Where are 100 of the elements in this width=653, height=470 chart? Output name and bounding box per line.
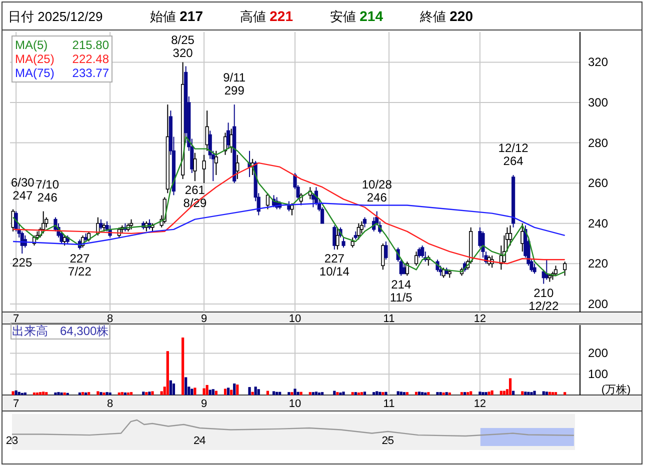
- bar: [88, 392, 90, 395]
- x-tick-label: 25: [382, 435, 394, 447]
- bar: [414, 392, 418, 395]
- bar: [126, 392, 130, 395]
- y-tick-label: 320: [588, 55, 608, 70]
- bar: [257, 389, 260, 395]
- bar: [32, 392, 36, 395]
- bar: [488, 392, 490, 395]
- bar: [300, 392, 302, 395]
- bar: [108, 392, 112, 395]
- bar: [14, 390, 18, 395]
- text: 日付 2025/12/29: [8, 9, 103, 24]
- bar: [336, 392, 339, 395]
- bar: [24, 392, 26, 395]
- y-tick-label: 200: [588, 296, 608, 311]
- bar: [360, 392, 363, 395]
- bar: [248, 387, 251, 395]
- bar: [224, 388, 227, 395]
- bar: [354, 392, 357, 395]
- bar: [18, 392, 20, 395]
- text: 安値 214: [330, 8, 384, 24]
- y-tick-label: 200: [588, 346, 608, 360]
- bar: [294, 388, 296, 395]
- bar: [357, 392, 360, 395]
- annotation: 233.77: [72, 66, 110, 80]
- bar: [208, 390, 212, 395]
- candlestick: [11, 208, 15, 232]
- bar: [194, 388, 196, 395]
- candlestick: [508, 224, 512, 246]
- candlestick: [414, 251, 418, 266]
- bar: [384, 392, 388, 395]
- candlestick: [214, 150, 218, 176]
- bar: [460, 392, 464, 395]
- bar: [106, 392, 108, 395]
- bar: [442, 392, 445, 395]
- bar: [148, 392, 151, 395]
- bar: [124, 392, 127, 395]
- bar: [254, 386, 257, 395]
- candlestick: [342, 236, 346, 248]
- bar: [130, 392, 133, 395]
- bar: [84, 392, 88, 395]
- y-tick-label: 300: [588, 96, 608, 110]
- candlestick: [350, 236, 354, 248]
- bar: [490, 390, 494, 395]
- bar: [100, 392, 102, 395]
- bar: [502, 390, 506, 395]
- bar: [81, 392, 84, 395]
- text: 始値 217: [150, 8, 204, 24]
- bar: [290, 392, 294, 395]
- bar: [236, 384, 239, 395]
- bar: [421, 392, 424, 395]
- bar: [470, 391, 472, 395]
- bar: [60, 392, 63, 395]
- bar: [396, 391, 400, 395]
- candlestick: [236, 154, 240, 180]
- bar: [333, 390, 336, 395]
- bar: [482, 392, 484, 395]
- annotation: 222.48: [72, 52, 110, 66]
- bar: [400, 392, 402, 395]
- bar: [418, 392, 421, 395]
- bar: [272, 391, 276, 395]
- bar: [102, 392, 106, 395]
- bar: [545, 392, 548, 395]
- bar: [427, 392, 430, 395]
- bar: [478, 392, 482, 395]
- bar: [63, 392, 66, 395]
- bar: [521, 391, 524, 395]
- candlestick: [563, 261, 567, 276]
- bar: [233, 384, 236, 395]
- y-tick-label: 260: [588, 176, 608, 190]
- bar: [166, 351, 169, 395]
- bar: [351, 392, 354, 395]
- bar: [39, 392, 42, 395]
- bar: [363, 392, 366, 395]
- bar: [508, 378, 512, 395]
- y-tick-label: 280: [588, 136, 608, 150]
- text: 終値 220: [419, 8, 474, 24]
- y-tick-label: 100: [588, 367, 608, 382]
- candlestick: [362, 216, 367, 228]
- bar: [530, 392, 533, 395]
- bar: [339, 392, 342, 395]
- bar: [466, 392, 470, 395]
- candlestick: [381, 243, 385, 270]
- candlestick: [356, 222, 360, 240]
- annotation: 215.80: [72, 38, 110, 52]
- bar: [169, 380, 172, 395]
- y-tick-label: 240: [588, 216, 608, 230]
- bar: [312, 392, 314, 395]
- bar: [78, 392, 82, 395]
- candlestick: [336, 226, 340, 250]
- candlestick: [420, 245, 424, 258]
- candlestick: [202, 154, 206, 184]
- bar: [202, 388, 206, 395]
- bar: [184, 377, 188, 395]
- bar: [406, 392, 408, 395]
- candlestick: [384, 240, 388, 260]
- bar: [172, 384, 176, 395]
- bar: [276, 392, 278, 395]
- bar: [118, 392, 120, 395]
- bar: [266, 390, 270, 395]
